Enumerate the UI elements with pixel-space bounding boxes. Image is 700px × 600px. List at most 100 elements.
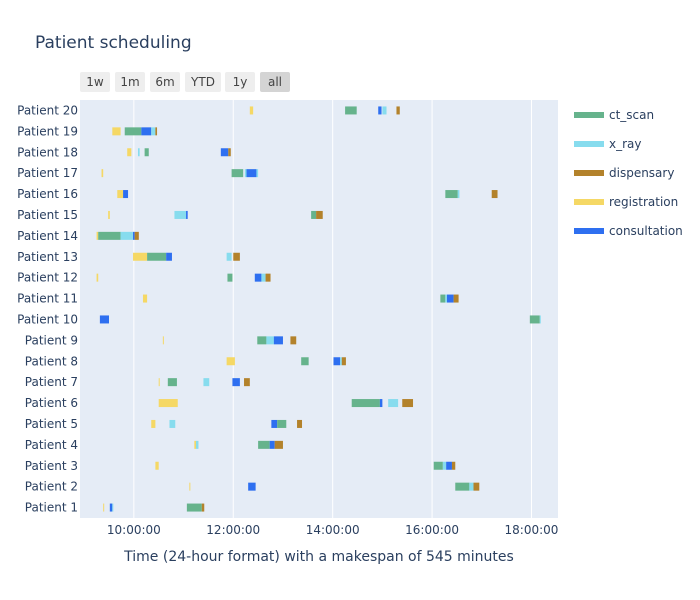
y-tick-label: Patient 9 (25, 333, 78, 347)
task-bar-x-ray (266, 336, 274, 345)
task-bar-x-ray (195, 440, 199, 449)
task-bar-ct-scan (311, 210, 317, 219)
y-tick-label: Patient 17 (17, 166, 78, 180)
task-bar-dispensary (233, 252, 240, 261)
task-bar-dispensary (473, 482, 480, 491)
task-bar-x-ray (445, 294, 447, 303)
task-bar-ct-scan (351, 399, 380, 408)
task-bar-ct-scan (445, 190, 458, 199)
x-tick-label: 18:00:00 (505, 523, 559, 537)
task-bar-consultation (273, 336, 283, 345)
task-bar-x-ray (169, 419, 176, 428)
task-bar-registration (194, 440, 196, 449)
task-bar-consultation (133, 231, 135, 240)
y-tick-label: Patient 3 (25, 459, 78, 473)
task-bar-dispensary (201, 503, 205, 512)
task-bar-consultation (333, 357, 341, 366)
x-tick-label: 14:00:00 (306, 523, 360, 537)
range-button-ytd[interactable]: YTD (185, 72, 221, 92)
task-bar-consultation (446, 461, 452, 470)
task-bar-consultation (248, 482, 256, 491)
task-bar-dispensary (491, 190, 498, 199)
task-bar-dispensary (134, 231, 139, 240)
task-bar-registration (162, 336, 164, 345)
task-bar-ct-scan (529, 315, 540, 324)
task-bar-x-ray (469, 482, 474, 491)
task-bar-consultation (246, 169, 257, 178)
task-bar-registration (103, 503, 105, 512)
task-bar-registration (155, 461, 159, 470)
y-tick-label: Patient 8 (25, 354, 78, 368)
task-bar-registration (151, 419, 156, 428)
y-tick-label: Patient 20 (17, 103, 78, 117)
task-bar-dispensary (451, 461, 456, 470)
task-bar-registration (249, 106, 254, 115)
range-button-1y[interactable]: 1y (225, 72, 255, 92)
range-button-1w[interactable]: 1w (80, 72, 110, 92)
task-bar-registration (189, 482, 191, 491)
task-bar-registration (117, 190, 124, 199)
task-bar-ct-scan (124, 127, 142, 136)
task-bar-consultation (254, 273, 262, 282)
y-tick-label: Patient 14 (17, 229, 78, 243)
y-tick-label: Patient 7 (25, 375, 78, 389)
chart-title: Patient scheduling (35, 33, 192, 53)
task-bar-x-ray (442, 461, 447, 470)
x-tick-label: 10:00:00 (107, 523, 161, 537)
legend-item-consultation: consultation (609, 224, 683, 238)
task-bar-consultation (99, 315, 109, 324)
task-bar-dispensary (228, 148, 231, 157)
y-tick-label: Patient 4 (25, 438, 78, 452)
task-bar-ct-scan (277, 419, 287, 428)
x-axis-title: Time (24-hour format) with a makespan of… (123, 549, 514, 565)
task-bar-x-ray (382, 106, 387, 115)
range-button-6m[interactable]: 6m (150, 72, 180, 92)
y-tick-label: Patient 2 (25, 480, 78, 494)
task-bar-consultation (271, 419, 278, 428)
task-bar-x-ray (539, 315, 541, 324)
task-bar-ct-scan (258, 440, 270, 449)
task-bar-x-ray (137, 148, 140, 157)
task-bar-x-ray (174, 210, 187, 219)
y-tick-label: Patient 19 (17, 124, 78, 138)
task-bar-x-ray (112, 503, 114, 512)
task-bar-dispensary (396, 106, 400, 115)
task-bar-consultation (109, 503, 113, 512)
task-bar-registration (133, 252, 148, 261)
y-tick-label: Patient 12 (17, 271, 78, 285)
task-bar-x-ray (457, 190, 460, 199)
task-bar-dispensary (290, 336, 297, 345)
task-bar-x-ray (120, 231, 134, 240)
legend-item-x-ray: x_ray (609, 137, 642, 151)
task-bar-x-ray (256, 169, 259, 178)
task-bar-dispensary (316, 210, 323, 219)
y-tick-label: Patient 5 (25, 417, 78, 431)
task-bar-registration (158, 399, 178, 408)
task-bar-registration (101, 169, 104, 178)
task-bar-consultation (141, 127, 152, 136)
task-bar-x-ray (340, 357, 342, 366)
task-bar-x-ray (203, 378, 210, 387)
task-bar-ct-scan (440, 294, 446, 303)
task-bar-x-ray (388, 399, 399, 408)
task-bar-ct-scan (167, 378, 177, 387)
range-button-all[interactable]: all (260, 72, 290, 92)
task-bar-consultation (186, 210, 188, 219)
task-bar-ct-scan (301, 357, 309, 366)
task-bar-consultation (378, 106, 382, 115)
task-bar-consultation (123, 190, 129, 199)
task-bar-dispensary (453, 294, 459, 303)
task-bar-x-ray (151, 127, 156, 136)
task-bar-registration (108, 210, 110, 219)
task-bar-consultation (232, 378, 240, 387)
y-tick-label: Patient 10 (17, 312, 78, 326)
range-button-1m[interactable]: 1m (115, 72, 145, 92)
task-bar-ct-scan (227, 273, 233, 282)
task-bar-registration (112, 127, 121, 136)
legend-item-ct-scan: ct_scan (609, 108, 654, 122)
plot-area (80, 100, 558, 518)
task-bar-dispensary (155, 127, 158, 136)
y-tick-label: Patient 6 (25, 396, 78, 410)
task-bar-registration (142, 294, 148, 303)
